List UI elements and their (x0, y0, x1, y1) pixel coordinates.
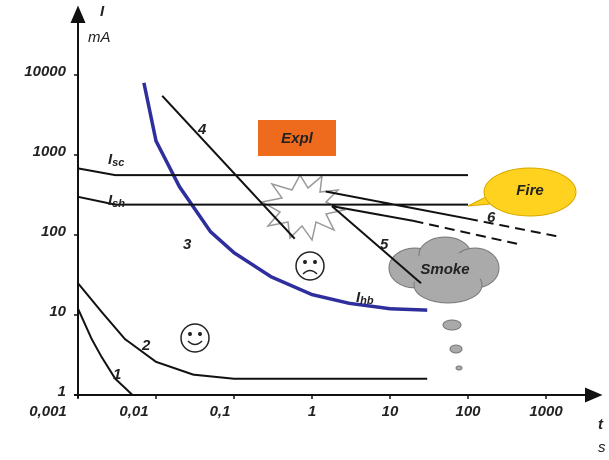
series-label-main: 4 (197, 121, 207, 138)
y-unit: mA (88, 29, 111, 46)
series-label-sub: sh (112, 198, 125, 210)
y-tick-label: 1 (58, 383, 66, 400)
x-tick-label: 1000 (529, 403, 563, 420)
explosion-burst (262, 175, 344, 240)
series-label-sub: sc (112, 157, 124, 169)
x-label: t (598, 416, 604, 433)
series-line (332, 206, 414, 221)
x-tick-label: 100 (455, 403, 481, 420)
annotation-main: Fire (516, 182, 544, 199)
annotation-sub: hb (360, 295, 374, 307)
annotation: Smoke (420, 261, 469, 278)
series-line (78, 283, 427, 379)
x-tick-label: 10 (382, 403, 399, 420)
chart: I mA t s 1 10 100 1000 10000 0,001 0,01 0,1 1 10 1… (0, 0, 609, 460)
annotation-main: Smoke (420, 261, 469, 278)
smoke-cloud (389, 237, 499, 370)
x-tick-label: 1 (308, 403, 316, 420)
series-label-main: 3 (183, 236, 192, 253)
y-tick-label: 10 (49, 303, 66, 320)
series-label: Ish (108, 192, 125, 210)
annotation: Fire (516, 182, 544, 199)
x-tick-label: 0,1 (210, 403, 231, 420)
series-label: 5 (380, 236, 389, 253)
y-label: I (100, 3, 105, 20)
series-line (78, 168, 468, 175)
x-unit: s (598, 439, 606, 456)
series-label: 3 (183, 236, 192, 253)
series-label: Isc (108, 151, 124, 169)
series-label-main: 1 (113, 366, 121, 383)
y-tick-label: 100 (41, 223, 67, 240)
series-line (468, 219, 560, 237)
series-label: 1 (113, 366, 121, 383)
x-tick-label: 0,01 (119, 403, 148, 420)
y-tick-label: 1000 (33, 143, 67, 160)
series-label: 2 (141, 337, 151, 354)
y-tick-label: 10000 (24, 63, 66, 80)
annotation: Ihb (356, 289, 374, 307)
x-tick-label: 0,001 (29, 403, 67, 420)
series-label-main: 5 (380, 236, 389, 253)
series-label-main: 2 (141, 337, 151, 354)
sad-face (296, 252, 324, 280)
series-line (78, 309, 133, 395)
happy-face (181, 324, 209, 352)
series-line (162, 96, 295, 239)
series-label: 4 (197, 121, 207, 138)
annotation: Expl (281, 130, 314, 147)
annotation-main: Expl (281, 130, 314, 147)
series-line (332, 206, 421, 283)
